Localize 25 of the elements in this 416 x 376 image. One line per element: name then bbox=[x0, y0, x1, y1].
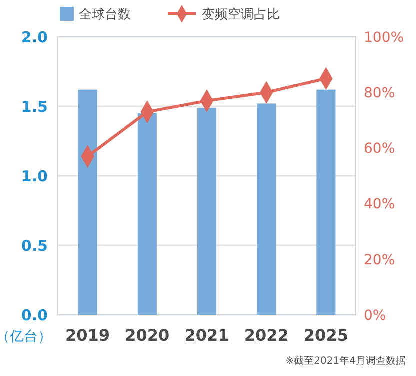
legend-label: 变频空调占比 bbox=[202, 8, 280, 23]
y2-tick-label: 20% bbox=[364, 252, 396, 268]
y2-tick-label: 40% bbox=[364, 196, 396, 213]
y-tick-label: 1.5 bbox=[21, 98, 48, 116]
x-tick-label: 2022 bbox=[244, 326, 289, 345]
y-tick-label: 0.5 bbox=[21, 236, 48, 255]
y2-tick-label: 0% bbox=[364, 308, 386, 324]
x-tick-label: 2020 bbox=[125, 326, 170, 345]
bar bbox=[316, 90, 336, 315]
x-tick-label: 2021 bbox=[184, 326, 230, 345]
y2-tick-label: 60% bbox=[364, 141, 396, 158]
bar bbox=[78, 90, 98, 315]
x-tick-label: 2025 bbox=[304, 326, 348, 345]
bar bbox=[197, 108, 217, 315]
bar bbox=[257, 104, 276, 315]
y2-tick-label: 80% bbox=[364, 86, 396, 102]
y-tick-label: 0.0 bbox=[21, 306, 48, 324]
y-tick-label: 1.0 bbox=[21, 167, 48, 186]
x-tick-label: 2019 bbox=[66, 326, 110, 345]
text: ※截至2021年4月调查数据 bbox=[286, 355, 406, 367]
legend-label: 全球台数 bbox=[79, 8, 131, 23]
bar bbox=[138, 113, 157, 315]
y2-tick-label: 100% bbox=[364, 30, 404, 46]
y-axis-title: （亿台） bbox=[0, 329, 52, 345]
y-tick-label: 2.0 bbox=[21, 28, 48, 46]
